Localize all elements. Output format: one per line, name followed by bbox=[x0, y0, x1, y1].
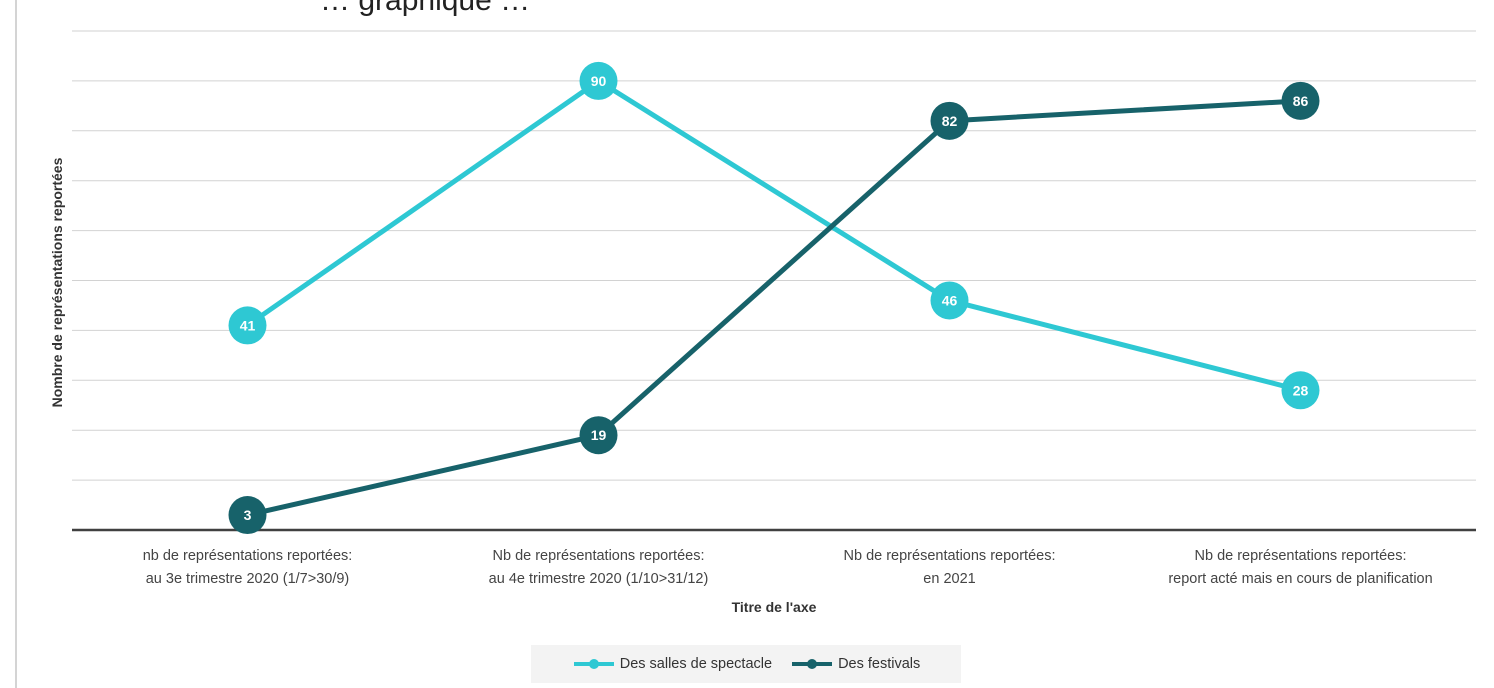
legend-label: Des salles de spectacle bbox=[619, 656, 773, 672]
data-label: 19 bbox=[591, 427, 607, 443]
data-point bbox=[930, 101, 969, 140]
x-tick-label: au 3e trimestre 2020 (1/7>30/9) bbox=[146, 571, 350, 587]
x-tick-label: au 4e trimestre 2020 (1/10>31/12) bbox=[489, 571, 709, 587]
y-axis-title: Nombre de représentations reportées bbox=[49, 157, 65, 407]
x-tick-label: en 2021 bbox=[923, 571, 975, 587]
data-point bbox=[1281, 81, 1320, 120]
chart-title: … graphique … bbox=[320, 0, 530, 17]
data-label: 3 bbox=[244, 507, 252, 523]
data-point bbox=[579, 61, 618, 100]
data-label: 90 bbox=[591, 73, 607, 89]
data-label: 41 bbox=[240, 317, 256, 333]
series-line bbox=[246, 98, 1301, 518]
x-tick-label: Nb de représentations reportées: bbox=[1195, 548, 1407, 564]
x-tick-label: nb de représentations reportées: bbox=[143, 548, 353, 564]
series-line bbox=[246, 78, 1302, 393]
data-point bbox=[228, 306, 267, 345]
legend: Des salles de spectacle Des festivals bbox=[531, 645, 961, 683]
data-point bbox=[228, 496, 267, 535]
series-2: 3 19 82 86 bbox=[228, 81, 1320, 535]
x-tick-label: Nb de représentations reportées: bbox=[493, 548, 705, 564]
legend-label: Des festivals bbox=[838, 656, 921, 672]
x-tick-label: Nb de représentations reportées: bbox=[844, 548, 1056, 564]
series-1: 41 90 46 28 bbox=[228, 61, 1320, 410]
data-label: 46 bbox=[942, 292, 958, 308]
gridlines bbox=[72, 30, 1476, 481]
x-tick-labels: nb de représentations reportées: au 3e tr… bbox=[143, 548, 1433, 587]
legend-item: Des festivals bbox=[790, 656, 920, 672]
x-tick-label: report acté mais en cours de planificati… bbox=[1168, 571, 1432, 587]
data-point bbox=[930, 281, 969, 320]
series-layer: 41 90 46 28 3 19 82 86 bbox=[228, 61, 1320, 535]
data-label: 82 bbox=[942, 113, 958, 129]
legend-item: Des salles de spectacle bbox=[572, 656, 772, 672]
x-axis-title: Titre de l'axe bbox=[732, 599, 817, 615]
legend-swatch bbox=[792, 659, 833, 669]
left-border bbox=[15, 0, 17, 688]
data-label: 28 bbox=[1293, 382, 1309, 398]
data-point bbox=[579, 416, 618, 455]
data-label: 86 bbox=[1293, 93, 1309, 109]
data-point bbox=[1281, 371, 1320, 410]
legend-swatch bbox=[573, 659, 614, 669]
